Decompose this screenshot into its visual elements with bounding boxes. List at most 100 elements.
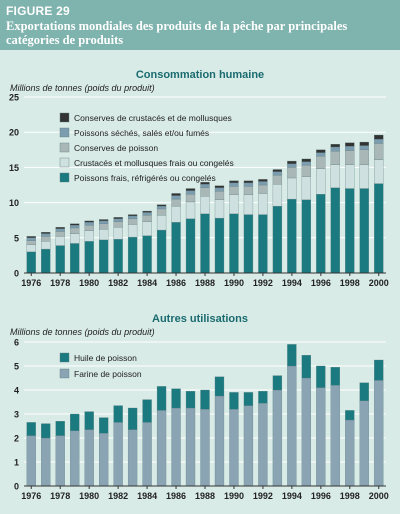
chart-autres-utilisations: Autres utilisations Millions de tonnes (…: [10, 313, 389, 501]
bar-segment: [70, 243, 80, 274]
legend-swatch: [59, 142, 70, 153]
legend-label: Poissons frais, réfrigérés ou congelés: [74, 173, 216, 183]
legend-swatch: [59, 352, 70, 363]
bar-segment: [345, 142, 355, 147]
legend-label: Conserves de poisson: [74, 143, 158, 153]
y-tick-label: 2: [14, 434, 19, 444]
bar-segment: [99, 417, 109, 434]
bar-segment: [26, 251, 36, 274]
bar-segment: [330, 144, 340, 148]
bar-segment: [316, 152, 326, 157]
bar-segment: [316, 387, 326, 487]
y-axis-label: Millions de tonnes (poids du produit): [10, 83, 155, 93]
bar-segment: [70, 223, 80, 226]
x-tick-label: 1986: [166, 278, 186, 288]
bar-segment: [26, 435, 36, 487]
bar-segment: [301, 161, 311, 166]
bar-segment: [185, 391, 196, 409]
bar-segment: [287, 344, 297, 367]
bar-segment: [214, 199, 225, 219]
bar-segment: [272, 375, 283, 391]
bar-segment: [127, 218, 138, 225]
bar-segment: [258, 193, 268, 215]
bar-segment: [374, 159, 384, 184]
y-tick-label: 15: [9, 163, 19, 173]
bar-segment: [55, 245, 65, 274]
x-tick-label: 1994: [282, 491, 302, 501]
bar-segment: [316, 365, 326, 388]
bar-segment: [26, 236, 36, 238]
bar-segment: [345, 188, 355, 274]
bar-segment: [113, 221, 123, 228]
bar-segment: [185, 201, 196, 219]
bar-segment: [243, 186, 254, 196]
bar-segment: [287, 163, 297, 168]
bar-segment: [287, 160, 297, 165]
bar-segment: [142, 212, 152, 216]
bar-segment: [156, 386, 167, 411]
bar-segment: [55, 435, 65, 487]
bar-segment: [243, 214, 254, 274]
bar-segment: [214, 395, 225, 487]
bar-segment: [330, 151, 340, 165]
bar-segment: [84, 220, 94, 223]
x-tick-label: 1990: [224, 491, 244, 501]
bar-segment: [200, 409, 210, 487]
bar-segment: [345, 150, 355, 165]
chart-title: Autres utilisations: [152, 313, 248, 325]
bar-segment: [214, 376, 225, 397]
bar-segment: [272, 171, 283, 176]
y-tick-label: 20: [9, 128, 19, 138]
bar-segment: [374, 134, 384, 140]
bar-segment: [142, 210, 152, 213]
bar-segment: [70, 233, 80, 244]
bar-segment: [258, 184, 268, 194]
bar-segment: [316, 194, 326, 274]
bar-segment: [99, 220, 109, 224]
x-tick-label: 1992: [253, 491, 273, 501]
bar-segment: [99, 223, 109, 230]
bar-segment: [200, 184, 210, 188]
y-tick-label: 4: [14, 386, 19, 396]
bar-segment: [185, 407, 196, 487]
bar-segment: [99, 219, 109, 222]
bar-segment: [55, 236, 65, 246]
bar-segment: [84, 222, 94, 226]
bar-segment: [287, 167, 297, 179]
bar-segment: [214, 217, 225, 274]
bar-segment: [243, 182, 254, 187]
bar-segment: [359, 141, 369, 146]
bar-segment: [345, 146, 355, 151]
bar-segment: [55, 228, 65, 232]
bar-segment: [374, 359, 384, 381]
bar-segment: [272, 174, 283, 185]
bar-segment: [374, 183, 384, 274]
bar-segment: [301, 158, 311, 162]
bar-segment: [243, 405, 254, 487]
bar-segment: [287, 365, 297, 487]
bar-segment: [55, 231, 65, 237]
y-axis-label: Millions de tonnes (poids du produit): [10, 327, 155, 337]
bar-segment: [229, 213, 239, 274]
bar-segment: [316, 168, 326, 195]
bar-segment: [229, 186, 239, 196]
x-tick-label: 1994: [282, 278, 302, 288]
bar-segment: [99, 433, 109, 487]
bar-segment: [70, 430, 80, 487]
bar-segment: [243, 392, 254, 406]
bar-segment: [127, 407, 138, 430]
bar-segment: [359, 382, 369, 401]
y-tick-label: 1: [14, 458, 19, 468]
bar-segment: [185, 190, 196, 195]
legend-swatch: [59, 172, 70, 183]
bar-segment: [113, 405, 123, 423]
bar-segment: [301, 165, 311, 177]
bar-segment: [258, 181, 268, 186]
legend-label: Conserves de crustacés et de mollusques: [74, 113, 232, 123]
bar-segment: [229, 194, 239, 215]
bar-segment: [84, 411, 94, 430]
bar-segment: [272, 389, 283, 487]
bar-segment: [258, 214, 268, 274]
bar-segment: [156, 208, 167, 216]
bar-segment: [127, 429, 138, 487]
